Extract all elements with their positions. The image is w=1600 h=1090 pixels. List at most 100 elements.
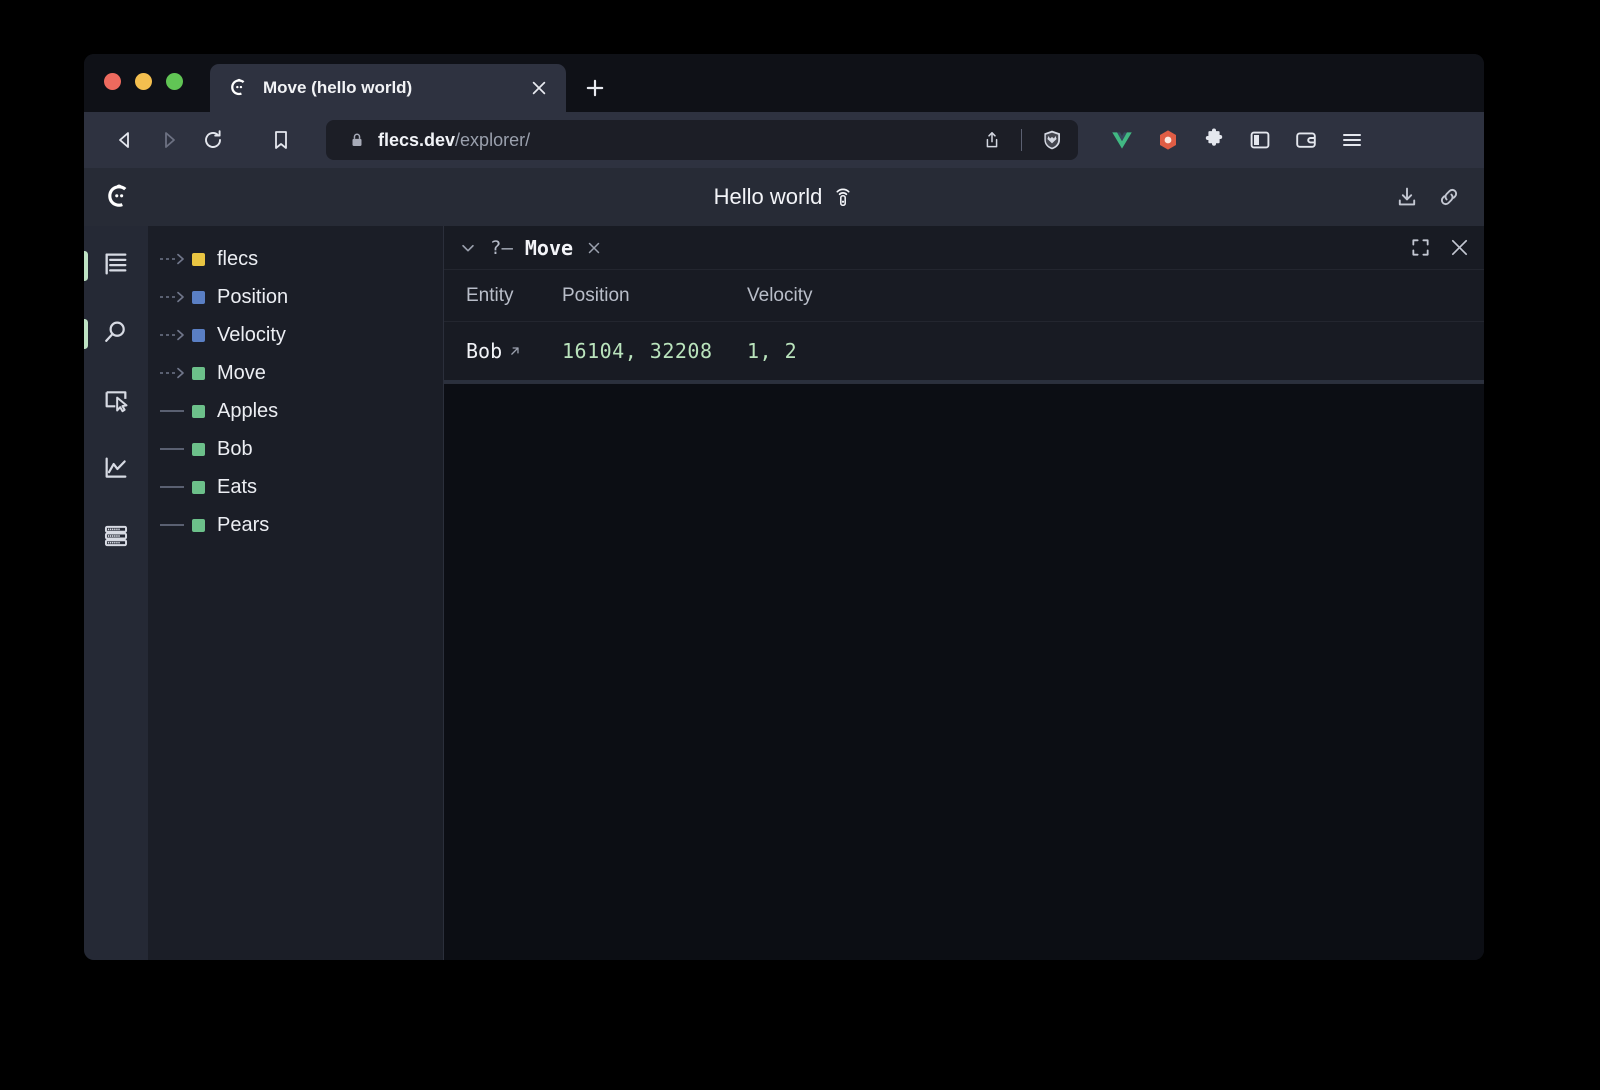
tree-item[interactable]: Apples	[148, 392, 443, 430]
rail-item-tables[interactable]	[84, 512, 148, 564]
app-header: Hello world	[84, 168, 1484, 226]
query-header-actions	[1410, 237, 1470, 258]
tree-leaf-connector	[158, 442, 192, 456]
cell-position: 16104, 32208	[562, 339, 713, 363]
browser-tab-active[interactable]: Move (hello world)	[210, 64, 566, 112]
table-header-row: Entity Position Velocity	[444, 270, 1484, 322]
tree-leaf-connector	[158, 518, 192, 532]
query-result-table: Entity Position Velocity Bob	[444, 270, 1484, 380]
share-link-icon[interactable]	[1436, 184, 1462, 210]
rail-item-search[interactable]	[84, 308, 148, 360]
tree-item[interactable]: Bob	[148, 430, 443, 468]
sidebar-panel-icon[interactable]	[1240, 120, 1280, 160]
app-body: flecs Position Velocity	[84, 226, 1484, 960]
brave-shield-icon[interactable]	[1034, 123, 1070, 157]
tab-close-button[interactable]	[526, 75, 552, 101]
vue-devtools-icon[interactable]	[1102, 120, 1142, 160]
main-panel: ?– Move	[443, 226, 1484, 960]
tree-item-label: flecs	[217, 247, 259, 270]
new-tab-button[interactable]	[574, 64, 616, 112]
external-link-arrow-icon[interactable]	[508, 344, 522, 358]
tree-leaf-connector	[158, 480, 192, 494]
window-close-button[interactable]	[104, 72, 121, 90]
address-bar[interactable]: flecs.dev/explorer/	[326, 120, 1078, 160]
entity-color-swatch	[192, 480, 205, 494]
query-name: Move	[524, 235, 574, 260]
entity-color-swatch	[192, 366, 205, 380]
cell-velocity: 1, 2	[747, 339, 798, 363]
chevron-down-icon[interactable]	[458, 239, 478, 257]
server-stack-icon	[102, 522, 130, 555]
rail-item-statistics[interactable]	[84, 444, 148, 496]
window-minimize-button[interactable]	[135, 72, 152, 90]
browser-toolbar-actions	[1102, 120, 1372, 160]
column-header-velocity[interactable]: Velocity	[747, 284, 813, 306]
query-header: ?– Move	[444, 226, 1484, 270]
extensions-puzzle-icon[interactable]	[1194, 120, 1234, 160]
chevron-right-icon[interactable]	[158, 290, 192, 304]
column-header-position[interactable]: Position	[562, 284, 630, 306]
entity-color-swatch	[192, 442, 205, 456]
tree-item[interactable]: Position	[148, 278, 443, 316]
flecs-logo-icon[interactable]	[102, 180, 136, 214]
empty-results-area	[444, 384, 1484, 960]
flecs-logo-icon	[228, 77, 250, 99]
tree-item[interactable]: flecs	[148, 240, 443, 278]
tree-item[interactable]: Velocity	[148, 316, 443, 354]
tree-item-label: Eats	[217, 475, 258, 498]
forward-arrow-icon[interactable]	[148, 119, 190, 161]
table-row[interactable]: Bob 16104, 32208 1, 2	[444, 322, 1484, 380]
panel-close-button[interactable]	[1449, 237, 1470, 258]
rail-item-tree-view[interactable]	[84, 240, 148, 292]
entity-color-swatch	[192, 252, 205, 266]
hamburger-menu-icon[interactable]	[1332, 120, 1372, 160]
tree-view-icon	[102, 250, 130, 283]
cell-entity[interactable]: Bob	[466, 339, 562, 363]
reload-icon[interactable]	[192, 119, 234, 161]
rail-item-inspector[interactable]	[84, 376, 148, 428]
expand-fullscreen-icon[interactable]	[1410, 237, 1431, 258]
entity-inspector-icon	[102, 386, 130, 419]
hexagon-extension-icon[interactable]	[1148, 120, 1188, 160]
tree-item[interactable]: Move	[148, 354, 443, 392]
download-icon[interactable]	[1394, 184, 1420, 210]
wallet-icon[interactable]	[1286, 120, 1326, 160]
entity-color-swatch	[192, 404, 205, 418]
table-bottom-divider	[444, 380, 1484, 383]
tree-item[interactable]: Pears	[148, 506, 443, 544]
bookmark-icon[interactable]	[260, 119, 302, 161]
window-maximize-button[interactable]	[166, 72, 183, 90]
rail-active-indicator	[84, 251, 88, 281]
chevron-right-icon[interactable]	[158, 328, 192, 342]
browser-nav-toolbar: flecs.dev/explorer/	[84, 112, 1484, 168]
search-icon	[102, 318, 130, 351]
address-bar-url: flecs.dev/explorer/	[378, 130, 963, 151]
query-remove-button[interactable]	[585, 239, 603, 257]
tree-item-label: Bob	[217, 437, 253, 460]
tab-strip: Move (hello world)	[84, 54, 1484, 112]
remote-connected-icon	[832, 186, 854, 208]
app-title-group: Hello world	[84, 184, 1484, 210]
entity-color-swatch	[192, 290, 205, 304]
tree-leaf-connector	[158, 404, 192, 418]
app-header-actions	[1394, 184, 1462, 210]
web-page-content: Hello world	[84, 168, 1484, 960]
chevron-right-icon[interactable]	[158, 252, 192, 266]
tree-item[interactable]: Eats	[148, 468, 443, 506]
column-header-entity[interactable]: Entity	[466, 284, 514, 306]
browser-window: Move (hello world)	[84, 54, 1484, 960]
entity-name: Bob	[466, 339, 503, 363]
rail-active-indicator	[84, 319, 88, 349]
entity-color-swatch	[192, 328, 205, 342]
query-result-card: ?– Move	[444, 226, 1484, 384]
page-title: Hello world	[713, 184, 823, 209]
chevron-right-icon[interactable]	[158, 366, 192, 380]
share-icon[interactable]	[975, 123, 1009, 157]
entity-tree-panel[interactable]: flecs Position Velocity	[148, 226, 443, 960]
query-prefix: ?–	[490, 236, 513, 259]
window-traffic-lights	[104, 54, 183, 112]
back-arrow-icon[interactable]	[104, 119, 146, 161]
tree-item-label: Velocity	[217, 323, 286, 346]
icon-rail	[84, 226, 148, 960]
omnibox-divider	[1021, 129, 1022, 151]
